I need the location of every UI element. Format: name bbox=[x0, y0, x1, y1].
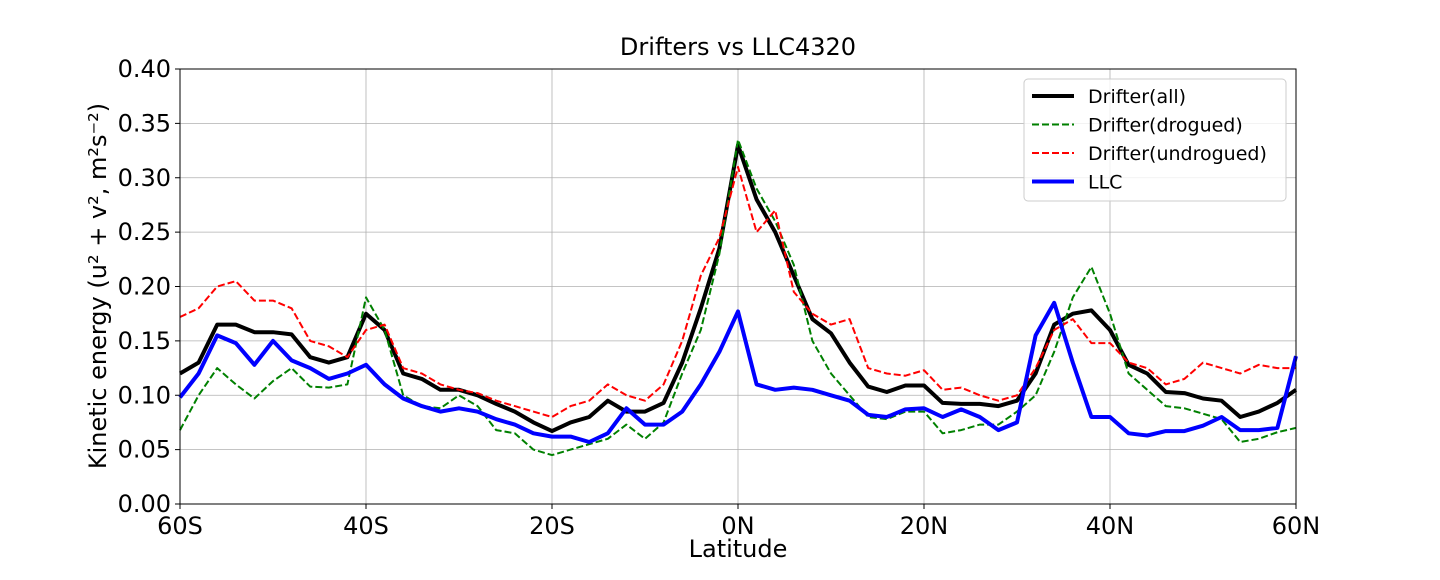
y-tick-label: 0.30 bbox=[118, 164, 171, 192]
legend-label: Drifter(all) bbox=[1088, 86, 1186, 108]
data-line bbox=[178, 300, 1298, 444]
y-axis-label: Kinetic energy (u² + v², m²s⁻²) bbox=[84, 103, 112, 469]
plot-frame bbox=[179, 68, 1297, 505]
x-tick-label: 40N bbox=[1086, 512, 1135, 540]
x-tick-label: 20N bbox=[900, 512, 949, 540]
chart-title: Drifters vs LLC4320 bbox=[620, 33, 856, 61]
legend-label: Drifter(drogued) bbox=[1088, 115, 1243, 137]
x-tick-label: 60S bbox=[157, 512, 203, 540]
x-axis-label: Latitude bbox=[689, 535, 788, 563]
x-tick-label: 40S bbox=[343, 512, 389, 540]
x-tick-label: 20S bbox=[529, 512, 575, 540]
y-tick-label: 0.20 bbox=[118, 273, 171, 301]
y-tick-label: 0.25 bbox=[118, 218, 171, 246]
data-line bbox=[179, 165, 1296, 418]
y-tick-label: 0.35 bbox=[118, 109, 171, 137]
y-tick-label: 0.00 bbox=[118, 490, 171, 518]
y-tick-label: 0.15 bbox=[118, 327, 171, 355]
x-tick-label: 0N bbox=[721, 512, 754, 540]
legend-label: LLC bbox=[1088, 172, 1122, 194]
legend-box bbox=[1023, 78, 1287, 202]
x-tick-label: 60N bbox=[1272, 512, 1321, 540]
legend-label: Drifter(undrogued) bbox=[1088, 143, 1267, 165]
y-tick-label: 0.40 bbox=[118, 55, 171, 83]
y-tick-label: 0.10 bbox=[118, 381, 171, 409]
y-tick-label: 0.05 bbox=[118, 436, 171, 464]
data-line bbox=[179, 138, 1297, 457]
